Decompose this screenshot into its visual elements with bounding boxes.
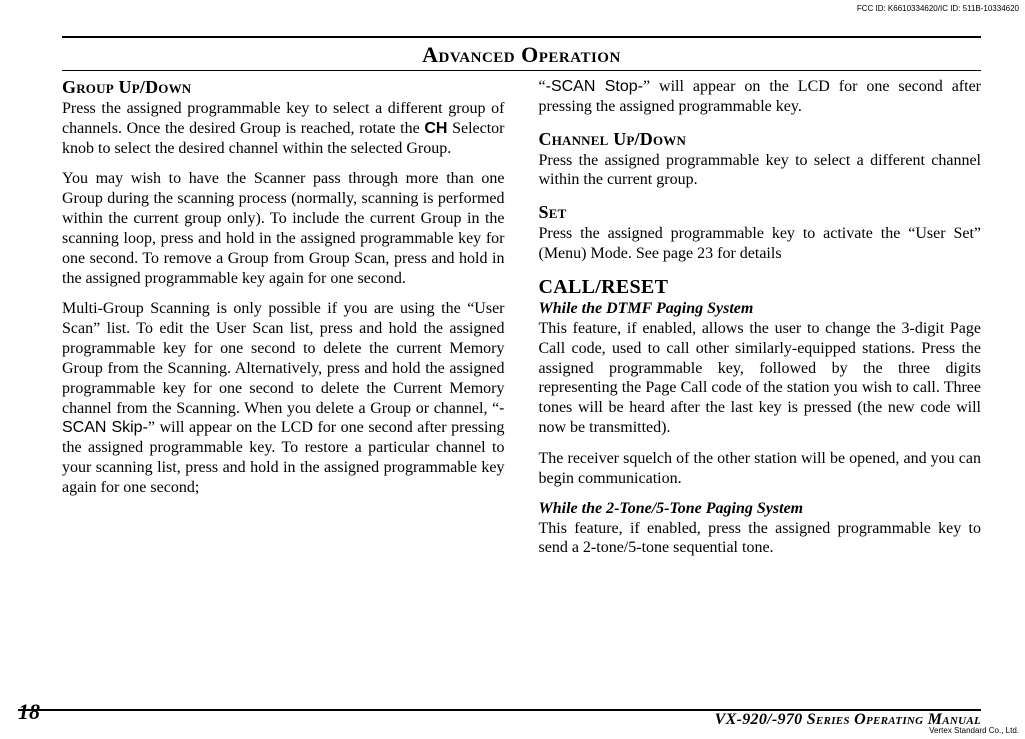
text-run: “ [539, 78, 546, 95]
section-head-group: Group Up/Down [62, 77, 505, 98]
subhead-2tone: While the 2-Tone/5-Tone Paging System [539, 500, 982, 518]
right-column: “-SCAN Stop-” will appear on the LCD for… [539, 77, 982, 569]
lcd-scan-stop: -SCAN Stop- [546, 78, 643, 95]
group-paragraph-3: Multi-Group Scanning is only possible if… [62, 299, 505, 497]
set-paragraph: Press the assigned programmable key to a… [539, 224, 982, 264]
dtmf-paragraph-1: This feature, if enabled, allows the use… [539, 319, 982, 438]
group-paragraph-1: Press the assigned programmable key to s… [62, 99, 505, 158]
text-run: Multi-Group Scanning is only possible if… [62, 300, 505, 416]
section-head-channel: Channel Up/Down [539, 129, 982, 150]
group-paragraph-2: You may wish to have the Scanner pass th… [62, 169, 505, 288]
dtmf-paragraph-2: The receiver squelch of the other statio… [539, 449, 982, 489]
top-rule [62, 36, 981, 38]
page-content: Advanced Operation Group Up/Down Press t… [0, 0, 1025, 739]
section-head-set: Set [539, 202, 982, 223]
page-title: Advanced Operation [62, 40, 981, 70]
ch-label: CH [424, 120, 447, 137]
page-footer: 18 VX-920/-970 Series Operating Manual [18, 703, 981, 711]
scan-stop-paragraph: “-SCAN Stop-” will appear on the LCD for… [539, 77, 982, 117]
tone-paragraph: This feature, if enabled, press the assi… [539, 519, 982, 559]
vendor-line: Vertex Standard Co., Ltd. [929, 726, 1019, 735]
title-underline [62, 70, 981, 71]
section-head-call-reset: CALL/RESET [539, 276, 982, 299]
two-column-layout: Group Up/Down Press the assigned program… [62, 77, 981, 569]
channel-paragraph: Press the assigned programmable key to s… [539, 151, 982, 191]
subhead-dtmf: While the DTMF Paging System [539, 300, 982, 318]
left-column: Group Up/Down Press the assigned program… [62, 77, 505, 569]
page-number: 18 [18, 699, 40, 725]
